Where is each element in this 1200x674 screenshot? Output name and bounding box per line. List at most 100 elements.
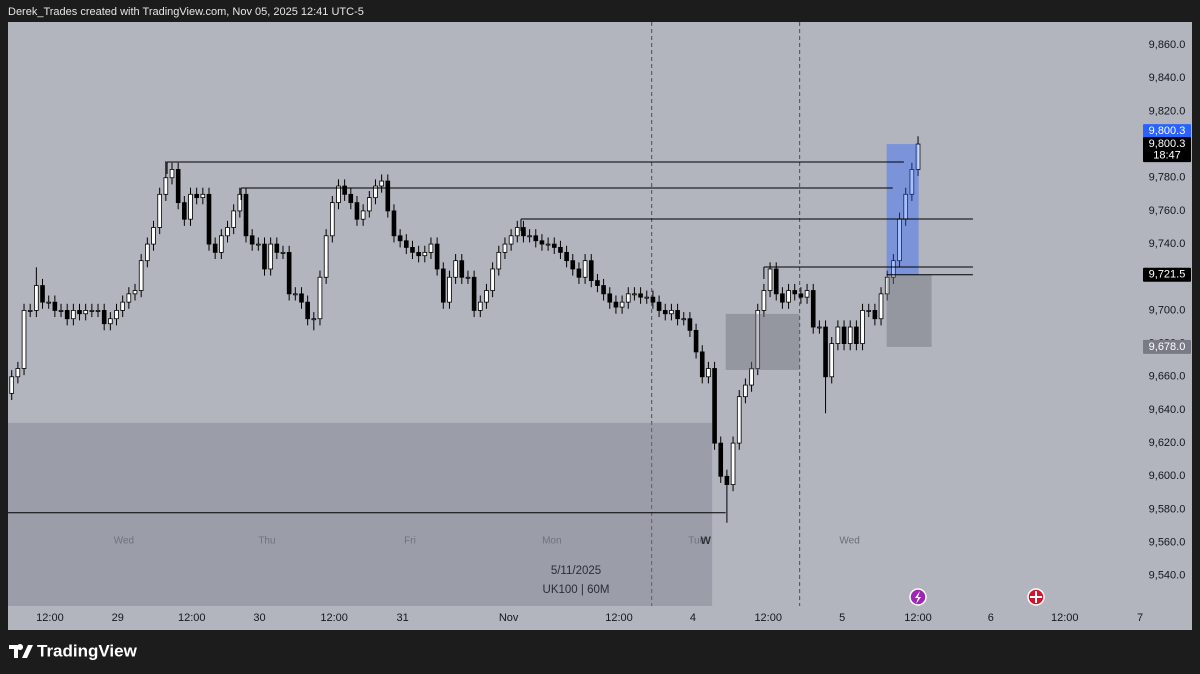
candle-body xyxy=(163,177,169,195)
candle-body xyxy=(786,290,791,303)
x-tick-label: 12:00 xyxy=(320,612,348,624)
candle-body xyxy=(878,293,884,320)
candle-body xyxy=(95,310,101,312)
candle-body xyxy=(397,235,403,242)
candle-body xyxy=(724,475,730,485)
candle-body xyxy=(9,376,15,394)
candle-body xyxy=(502,243,508,253)
annotation: 5/11/2025 xyxy=(551,565,601,577)
y-tick-label: 9,780.0 xyxy=(1149,172,1186,184)
header-text: Derek_Trades created with TradingView.co… xyxy=(8,6,364,18)
candle-body xyxy=(656,301,662,311)
candle-body xyxy=(613,301,619,308)
y-tick-label: 9,560.0 xyxy=(1149,537,1186,549)
candle-body xyxy=(699,351,705,378)
candle-body xyxy=(89,310,95,312)
candle-body xyxy=(841,326,847,345)
candle-body xyxy=(360,210,366,220)
candle-body xyxy=(706,368,711,378)
candle-body xyxy=(551,243,557,248)
candle-body xyxy=(521,227,526,237)
candle-body xyxy=(471,276,477,311)
candle-body xyxy=(440,268,446,303)
candle-body xyxy=(490,268,495,291)
candle-body xyxy=(829,343,835,378)
candle-body xyxy=(817,326,822,329)
x-tick-label: 31 xyxy=(396,612,408,624)
candle-body xyxy=(286,251,292,295)
event-icon-glyph xyxy=(915,591,921,604)
candle-body xyxy=(767,268,773,291)
candle-body xyxy=(539,240,545,245)
candle-body xyxy=(638,293,643,298)
candle-body xyxy=(847,326,853,345)
candle-body xyxy=(385,180,391,212)
x-tick-label: 29 xyxy=(112,612,124,624)
candle-body xyxy=(342,185,347,195)
candle-body xyxy=(650,296,656,303)
candle-body xyxy=(175,169,181,204)
y-tick-label: 9,700.0 xyxy=(1149,304,1186,316)
event-icons xyxy=(909,588,1045,606)
candle-body xyxy=(114,310,119,320)
candle-body xyxy=(915,143,921,170)
candle-body xyxy=(225,227,230,237)
candle-body xyxy=(798,293,804,298)
day-label: Fri xyxy=(404,536,416,547)
candle-body xyxy=(169,169,175,179)
candle-body xyxy=(293,293,298,296)
candle-body xyxy=(40,285,45,303)
candle-body xyxy=(588,260,594,281)
candle-body xyxy=(52,301,58,311)
candle-body xyxy=(299,293,304,303)
candle-body xyxy=(712,368,717,444)
candle-body xyxy=(533,235,539,242)
candle-body xyxy=(576,268,582,278)
candle-body xyxy=(126,293,132,303)
candle-body xyxy=(804,290,810,298)
candle-body xyxy=(773,268,779,295)
logo-mark xyxy=(9,644,33,658)
candle-body xyxy=(477,301,483,311)
candle-body xyxy=(348,193,354,204)
zone xyxy=(886,274,932,347)
x-tick-label: 30 xyxy=(253,612,265,624)
y-tick-label: 9,820.0 xyxy=(1149,105,1186,117)
candle-body xyxy=(64,310,70,320)
candle-body xyxy=(570,260,576,270)
candle-body xyxy=(527,235,532,238)
candle-body xyxy=(231,210,236,228)
candle-body xyxy=(761,290,767,311)
y-tick-label: 9,640.0 xyxy=(1149,404,1186,416)
candle-body xyxy=(625,293,631,303)
country-icon-glyph xyxy=(1030,591,1042,603)
candle-body xyxy=(274,243,280,253)
candle-body xyxy=(823,326,828,378)
candle-body xyxy=(77,310,82,315)
candle-body xyxy=(681,318,687,321)
candle-body xyxy=(305,301,310,320)
candle-body xyxy=(151,227,156,245)
candle-body xyxy=(564,251,569,262)
day-label: Wed xyxy=(839,536,859,547)
candle-body xyxy=(219,235,224,253)
x-tick-label: 7 xyxy=(1137,612,1143,624)
candle-body xyxy=(200,193,206,199)
candle-body xyxy=(262,243,267,270)
x-tick-label: Nov xyxy=(499,612,519,624)
price-tag-label: 9,721.5 xyxy=(1149,269,1186,281)
candle-body xyxy=(132,290,138,295)
candle-body xyxy=(237,193,243,212)
day-label: Tue xyxy=(688,536,705,547)
candle-body xyxy=(138,260,144,291)
candle-body xyxy=(792,290,798,295)
brand-logo: TradingView xyxy=(9,641,138,660)
candle-body xyxy=(601,285,606,295)
y-tick-label: 9,600.0 xyxy=(1149,470,1186,482)
price-tag-label: 9,800.3 xyxy=(1149,138,1186,150)
candle-body xyxy=(514,227,520,237)
candle-body xyxy=(496,251,502,270)
candle-body xyxy=(545,243,551,246)
